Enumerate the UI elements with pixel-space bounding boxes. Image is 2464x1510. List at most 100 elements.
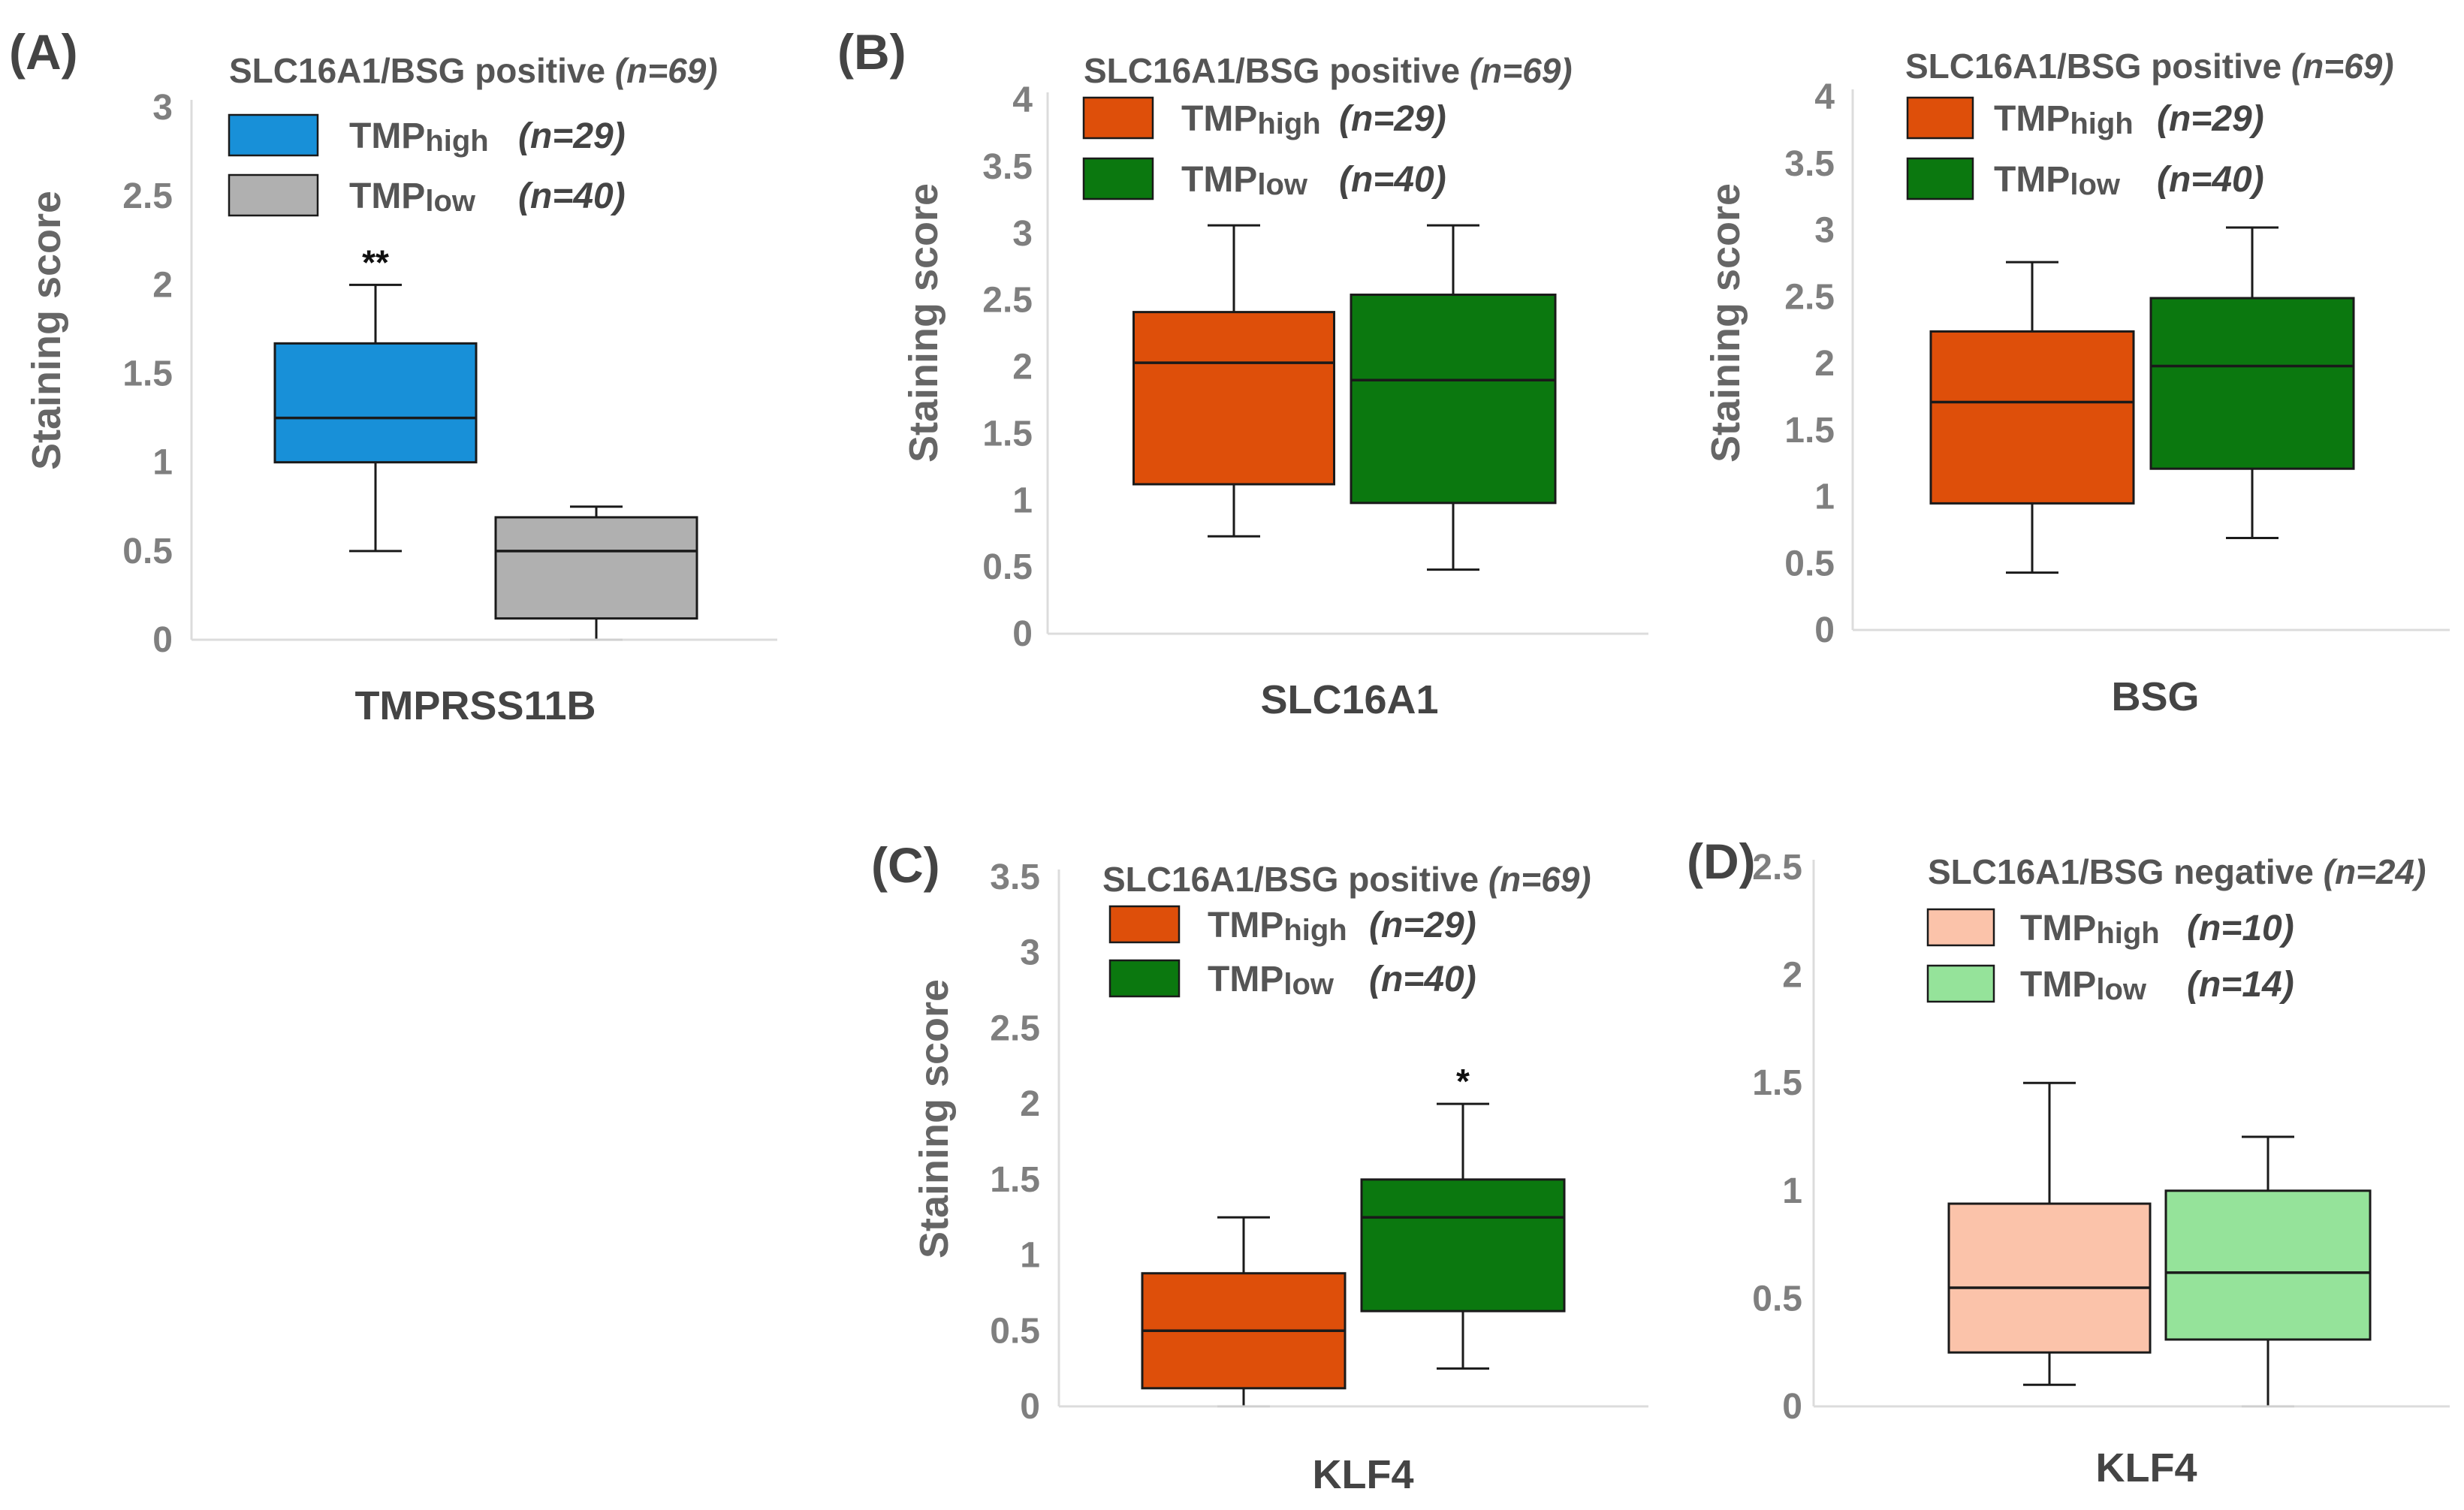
iqr-box	[1132, 311, 1335, 486]
legend-label: TMPhigh	[1994, 99, 2134, 140]
panel-label: (D)	[1687, 833, 1756, 889]
legend-label-sub: high	[2096, 917, 2159, 950]
y-tick-label: 0.5	[1784, 544, 1835, 583]
y-tick-label: 2.5	[122, 176, 173, 216]
x-axis-label: TMPRSS11B	[354, 683, 596, 728]
chart-panel-2: (B) SLC16A1/BSG positive (n=69) 0 0.5 1 1.5 2 2…	[837, 24, 1648, 722]
legend-n: (n=29)	[2157, 99, 2264, 139]
legend-n: (n=40)	[1339, 160, 1446, 200]
chart-title-text: SLC16A1/BSG positive	[1905, 47, 2291, 86]
y-tick-label: 0.5	[990, 1311, 1040, 1351]
chart-title: SLC16A1/BSG positive (n=69)	[229, 51, 718, 90]
legend-label-main: TMP	[1181, 99, 1257, 139]
y-tick-label: 1	[152, 443, 173, 483]
legend-swatch	[1082, 157, 1154, 200]
box-TMPlow	[2164, 1135, 2372, 1408]
panel-label: (B)	[837, 24, 906, 80]
y-tick-label: 0.5	[122, 532, 173, 571]
legend-entry-low: TMPlow (n=40)	[1082, 157, 1446, 201]
y-tick-label: 2.5	[1784, 277, 1835, 317]
legend-label-main: TMP	[1181, 160, 1257, 200]
y-tick-label: 0	[152, 620, 173, 660]
y-tick-label: 3	[1020, 933, 1040, 973]
y-axis-label: Staining score	[912, 979, 957, 1258]
y-tick-label: 4	[1012, 80, 1033, 120]
legend-label-main: TMP	[2020, 965, 2096, 1005]
y-tick-label: 2.5	[982, 281, 1033, 321]
chart-title-text: SLC16A1/BSG negative	[1928, 852, 2324, 891]
legend-label-sub: low	[2096, 973, 2147, 1006]
y-tick-label: 2	[1020, 1084, 1040, 1124]
iqr-box	[2164, 1189, 2372, 1341]
legend-label-sub: high	[2070, 107, 2133, 140]
legend-label-main: TMP	[349, 116, 425, 156]
iqr-box	[1947, 1202, 2152, 1354]
legend-label-main: TMP	[2020, 909, 2096, 948]
chart-panel-1: (A) SLC16A1/BSG positive (n=69) 0 0.5 1 1.5 2 2…	[9, 24, 777, 728]
chart-title: SLC16A1/BSG negative (n=24)	[1928, 852, 2426, 891]
x-axis-label: KLF4	[1313, 1452, 1414, 1497]
box-TMPhigh	[1947, 1081, 2152, 1386]
y-axis-label: Staining score	[901, 183, 946, 463]
y-tick-label: 0.5	[1752, 1279, 1802, 1319]
legend-label: TMPlow	[349, 176, 476, 218]
legend-n: (n=40)	[2157, 160, 2264, 200]
legend-label-sub: high	[1257, 107, 1320, 140]
chart-panel-5: (D) SLC16A1/BSG negative (n=24) 0 0.5 1 1.5 2 2…	[1687, 833, 2450, 1490]
y-tick-label: 0	[1782, 1387, 1802, 1427]
legend-swatch	[1108, 905, 1181, 944]
legend-n: (n=29)	[1369, 906, 1476, 945]
y-tick-label: 1	[1020, 1236, 1040, 1276]
y-tick-label: 3.5	[990, 857, 1040, 897]
iqr-box	[494, 516, 698, 620]
y-tick-label: 3.5	[1784, 144, 1835, 184]
iqr-box	[1350, 294, 1557, 505]
y-tick-label: 1	[1782, 1171, 1802, 1211]
legend-label-sub: high	[425, 125, 488, 158]
y-tick-label: 1.5	[1752, 1063, 1802, 1103]
y-tick-label: 0	[1020, 1387, 1040, 1427]
y-tick-label: 3	[152, 88, 173, 128]
box-TMPlow	[2149, 226, 2355, 540]
y-tick-label: 2	[1782, 956, 1802, 996]
legend-entry-low: TMPlow (n=40)	[1906, 157, 2264, 201]
legend-label: TMPhigh	[349, 116, 489, 158]
x-axis-label: BSG	[2111, 674, 2199, 719]
box-TMPlow	[494, 505, 698, 641]
chart-panel-4: (C) SLC16A1/BSG positive (n=69) 0 0.5 1 1.5 2 2…	[871, 837, 1648, 1497]
chart-title-text: SLC16A1/BSG positive	[229, 51, 615, 90]
legend-n: (n=40)	[1369, 960, 1476, 999]
legend-n: (n=40)	[518, 176, 626, 216]
legend-label: TMPhigh	[1181, 99, 1321, 140]
legend-label-sub: low	[1283, 968, 1335, 1001]
legend-entry-high: TMPhigh (n=29)	[228, 113, 626, 158]
box-TMPhigh: **	[273, 243, 478, 553]
box-TMPlow	[1350, 224, 1557, 571]
y-tick-label: 0	[1012, 614, 1033, 654]
legend-label: TMPhigh	[1208, 906, 1347, 947]
legend-label-sub: high	[1283, 914, 1347, 947]
legend-n: (n=14)	[2187, 965, 2294, 1005]
chart-title-n: (n=69)	[1470, 51, 1573, 90]
y-tick-label: 2.5	[1752, 848, 1802, 888]
box-TMPhigh	[1132, 224, 1335, 538]
y-tick-label: 1.5	[982, 414, 1033, 454]
legend-n: (n=29)	[1339, 99, 1446, 139]
legend-label-main: TMP	[1994, 99, 2070, 139]
legend-label-main: TMP	[349, 176, 425, 216]
chart-title-text: SLC16A1/BSG positive	[1102, 860, 1488, 899]
chart-title-n: (n=24)	[2324, 852, 2426, 891]
legend-entry-low: TMPlow (n=14)	[1926, 964, 2294, 1006]
box-TMPhigh	[1141, 1216, 1347, 1408]
legend-entry-low: TMPlow (n=40)	[1108, 959, 1476, 1001]
legend-n: (n=10)	[2187, 909, 2294, 948]
significance-marker: *	[1456, 1062, 1470, 1101]
legend-label-main: TMP	[1208, 960, 1283, 999]
legend-swatch	[1082, 96, 1154, 140]
chart-title-text: SLC16A1/BSG positive	[1084, 51, 1470, 90]
y-axis-label: Staining score	[1703, 183, 1748, 463]
chart-title-n: (n=69)	[615, 51, 718, 90]
chart-title-n: (n=69)	[1488, 860, 1591, 899]
box-TMPhigh	[1929, 261, 2135, 574]
